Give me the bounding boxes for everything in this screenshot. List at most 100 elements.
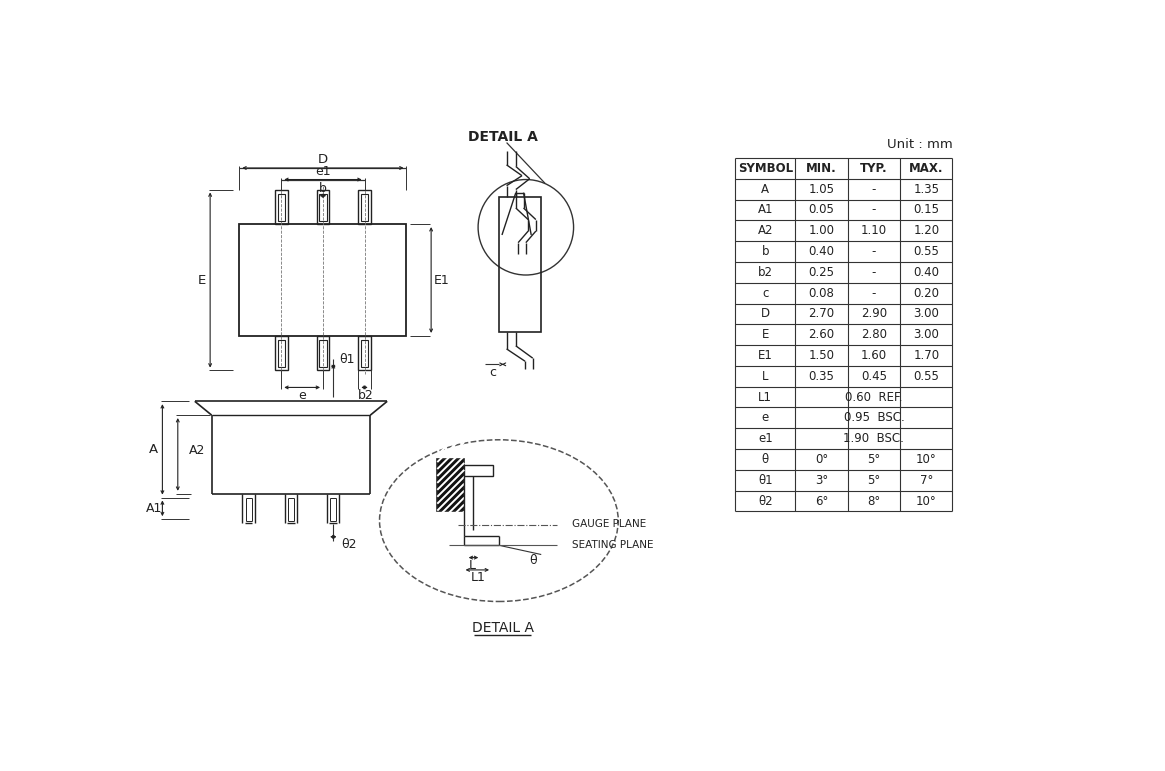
Text: 0.40: 0.40 <box>809 245 834 258</box>
Text: 0.95  BSC.: 0.95 BSC. <box>843 412 904 424</box>
Text: 0.55: 0.55 <box>913 370 939 382</box>
Text: 0.05: 0.05 <box>809 204 834 217</box>
Text: D: D <box>318 153 329 166</box>
Text: -: - <box>871 245 876 258</box>
Text: 3°: 3° <box>814 473 828 487</box>
Text: e1: e1 <box>758 432 772 445</box>
Text: b: b <box>319 182 327 195</box>
Text: A: A <box>761 183 769 196</box>
Text: E: E <box>762 328 769 342</box>
Text: 1.20: 1.20 <box>913 224 939 237</box>
Text: 0.15: 0.15 <box>913 204 939 217</box>
Text: GAUGE PLANE: GAUGE PLANE <box>572 520 647 530</box>
Text: θ2: θ2 <box>758 494 772 507</box>
Bar <box>437 459 464 510</box>
Text: θ1: θ1 <box>758 473 772 487</box>
Text: 10°: 10° <box>916 453 937 466</box>
Text: 3.00: 3.00 <box>913 308 939 321</box>
Text: L: L <box>469 559 476 572</box>
Text: -: - <box>871 287 876 300</box>
Text: θ2: θ2 <box>341 538 356 551</box>
Text: D: D <box>761 308 770 321</box>
Bar <box>275 190 288 224</box>
Text: 5°: 5° <box>867 473 881 487</box>
Text: DETAIL A: DETAIL A <box>468 130 538 144</box>
Text: -: - <box>871 266 876 279</box>
Text: e: e <box>762 412 769 424</box>
Text: 1.60: 1.60 <box>861 349 887 362</box>
Text: 3.00: 3.00 <box>913 328 939 342</box>
Text: A: A <box>149 443 158 456</box>
Text: 2.70: 2.70 <box>809 308 834 321</box>
Text: SEATING PLANE: SEATING PLANE <box>572 540 654 550</box>
Bar <box>319 194 327 221</box>
Bar <box>361 341 368 368</box>
Text: SYMBOL: SYMBOL <box>737 162 793 175</box>
Text: 1.90  BSC.: 1.90 BSC. <box>843 432 904 445</box>
Text: L1: L1 <box>758 391 772 403</box>
Text: 6°: 6° <box>814 494 828 507</box>
Bar <box>277 194 285 221</box>
Text: E: E <box>198 274 206 287</box>
Bar <box>319 341 327 368</box>
Text: 0.20: 0.20 <box>913 287 939 300</box>
Text: DETAIL A: DETAIL A <box>472 621 534 635</box>
Text: 1.00: 1.00 <box>809 224 834 237</box>
Text: -: - <box>871 204 876 217</box>
Text: b: b <box>762 245 769 258</box>
Text: 1.50: 1.50 <box>809 349 834 362</box>
Bar <box>239 224 407 336</box>
Text: 2.80: 2.80 <box>861 328 887 342</box>
Text: 0°: 0° <box>814 453 828 466</box>
Text: θ: θ <box>530 554 537 567</box>
Text: 0.35: 0.35 <box>809 370 834 382</box>
Text: E1: E1 <box>435 274 450 287</box>
Text: 0.60  REF.: 0.60 REF. <box>845 391 903 403</box>
Text: A1: A1 <box>146 502 162 515</box>
Text: c: c <box>489 365 496 379</box>
Text: b2: b2 <box>358 389 374 402</box>
Text: 0.45: 0.45 <box>861 370 887 382</box>
Text: c: c <box>762 287 769 300</box>
Text: MIN.: MIN. <box>806 162 836 175</box>
Bar <box>275 336 288 371</box>
Text: 8°: 8° <box>867 494 881 507</box>
Bar <box>437 459 464 510</box>
Text: 0.55: 0.55 <box>913 245 939 258</box>
Bar <box>464 465 494 476</box>
Text: 7°: 7° <box>919 473 933 487</box>
Text: 0.40: 0.40 <box>913 266 939 279</box>
Text: 1.35: 1.35 <box>913 183 939 196</box>
Text: 10°: 10° <box>916 494 937 507</box>
Text: θ1: θ1 <box>339 353 355 366</box>
Text: 5°: 5° <box>867 453 881 466</box>
Bar <box>359 336 370 371</box>
Bar <box>361 194 368 221</box>
Text: A2: A2 <box>757 224 774 237</box>
Text: E1: E1 <box>758 349 772 362</box>
Text: Unit : mm: Unit : mm <box>887 137 953 150</box>
Text: 0.25: 0.25 <box>809 266 834 279</box>
Text: 2.60: 2.60 <box>809 328 834 342</box>
Text: 2.90: 2.90 <box>861 308 887 321</box>
Bar <box>317 336 329 371</box>
Text: b2: b2 <box>757 266 772 279</box>
Text: A2: A2 <box>189 444 205 457</box>
Text: e1: e1 <box>315 165 331 178</box>
Text: L: L <box>762 370 769 382</box>
Bar <box>499 197 542 332</box>
Text: 1.10: 1.10 <box>861 224 887 237</box>
Text: 1.70: 1.70 <box>913 349 939 362</box>
Bar <box>359 190 370 224</box>
Text: MAX.: MAX. <box>909 162 944 175</box>
Text: A1: A1 <box>757 204 774 217</box>
Text: TYP.: TYP. <box>860 162 888 175</box>
Text: 1.05: 1.05 <box>809 183 834 196</box>
Text: e: e <box>298 389 306 402</box>
Text: L1: L1 <box>471 571 486 584</box>
Text: θ: θ <box>762 453 769 466</box>
Text: -: - <box>871 183 876 196</box>
Bar <box>317 190 329 224</box>
Text: 0.08: 0.08 <box>809 287 834 300</box>
Bar <box>277 341 285 368</box>
